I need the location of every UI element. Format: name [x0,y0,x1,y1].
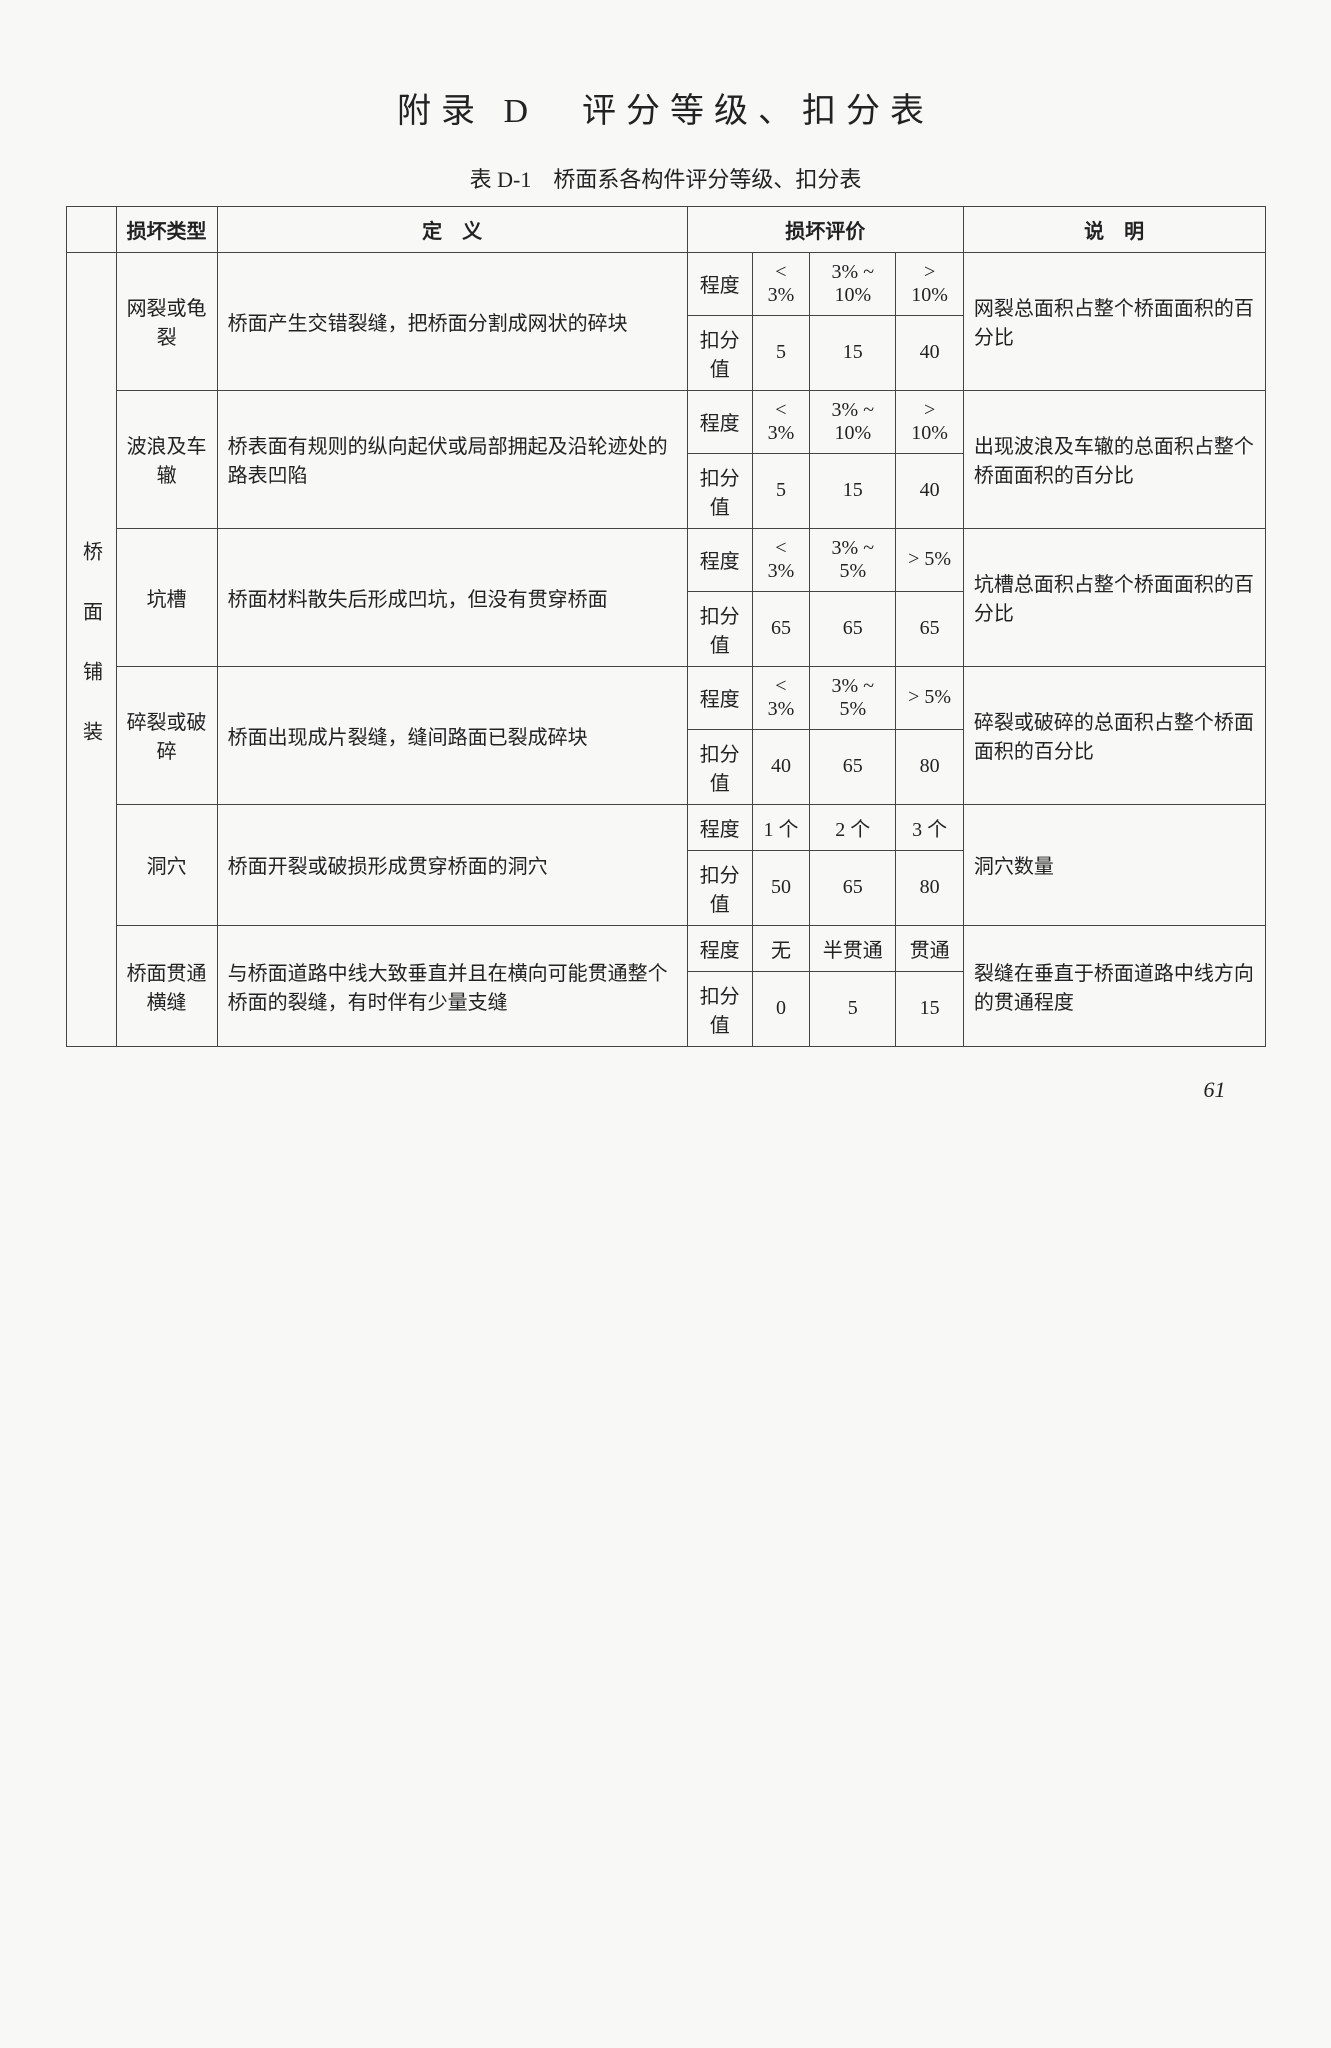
degree-cell: 3% ~ 10% [810,252,896,315]
page-title: 附录 D 评分等级、扣分表 [66,83,1266,132]
degree-cell: 3% ~ 5% [810,666,896,729]
score-cell: 40 [896,453,963,528]
degree-cell: > 10% [896,390,963,453]
score-cell: 65 [810,591,896,666]
table-row: 桥 面 铺 装网裂或龟裂桥面产生交错裂缝，把桥面分割成网状的碎块程度< 3%3%… [66,252,1265,315]
category-label: 桥 面 铺 装 [77,541,106,751]
definition-cell: 桥面材料散失后形成凹坑，但没有贯穿桥面 [217,528,687,666]
score-cell: 80 [896,850,963,925]
page-number: 61 [66,1077,1266,1103]
explain-cell: 洞穴数量 [963,804,1265,925]
explain-cell: 碎裂或破碎的总面积占整个桥面面积的百分比 [963,666,1265,804]
damage-type-cell: 桥面贯通横缝 [116,925,217,1046]
degree-label-cell: 程度 [687,925,752,971]
degree-cell: 3 个 [896,804,963,850]
degree-cell: 无 [752,925,809,971]
score-cell: 40 [752,729,809,804]
category-cell: 桥 面 铺 装 [66,252,116,1046]
header-explain: 说 明 [963,206,1265,252]
table-row: 洞穴桥面开裂或破损形成贯穿桥面的洞穴程度1 个2 个3 个洞穴数量 [66,804,1265,850]
score-label-cell: 扣分值 [687,315,752,390]
table-body: 桥 面 铺 装网裂或龟裂桥面产生交错裂缝，把桥面分割成网状的碎块程度< 3%3%… [66,252,1265,1046]
score-cell: 5 [810,971,896,1046]
degree-cell: > 5% [896,528,963,591]
score-cell: 5 [752,453,809,528]
degree-cell: 贯通 [896,925,963,971]
scoring-table: 损坏类型 定 义 损坏评价 说 明 桥 面 铺 装网裂或龟裂桥面产生交错裂缝，把… [66,206,1266,1047]
degree-cell: 3% ~ 5% [810,528,896,591]
degree-label-cell: 程度 [687,666,752,729]
score-cell: 50 [752,850,809,925]
degree-cell: 半贯通 [810,925,896,971]
damage-type-cell: 网裂或龟裂 [116,252,217,390]
score-label-cell: 扣分值 [687,729,752,804]
table-row: 波浪及车辙桥表面有规则的纵向起伏或局部拥起及沿轮迹处的路表凹陷程度< 3%3% … [66,390,1265,453]
score-cell: 65 [896,591,963,666]
header-damage-type: 损坏类型 [116,206,217,252]
score-cell: 40 [896,315,963,390]
degree-label-cell: 程度 [687,390,752,453]
degree-cell: > 5% [896,666,963,729]
score-cell: 65 [752,591,809,666]
score-cell: 5 [752,315,809,390]
score-cell: 65 [810,729,896,804]
score-cell: 0 [752,971,809,1046]
damage-type-cell: 坑槽 [116,528,217,666]
definition-cell: 桥面开裂或破损形成贯穿桥面的洞穴 [217,804,687,925]
definition-cell: 与桥面道路中线大致垂直并且在横向可能贯通整个桥面的裂缝，有时伴有少量支缝 [217,925,687,1046]
degree-cell: < 3% [752,390,809,453]
score-label-cell: 扣分值 [687,850,752,925]
score-cell: 15 [896,971,963,1046]
degree-cell: 2 个 [810,804,896,850]
damage-type-cell: 碎裂或破碎 [116,666,217,804]
degree-label-cell: 程度 [687,252,752,315]
definition-cell: 桥表面有规则的纵向起伏或局部拥起及沿轮迹处的路表凹陷 [217,390,687,528]
header-definition: 定 义 [217,206,687,252]
explain-cell: 坑槽总面积占整个桥面面积的百分比 [963,528,1265,666]
score-cell: 15 [810,315,896,390]
degree-cell: > 10% [896,252,963,315]
degree-cell: < 3% [752,252,809,315]
score-label-cell: 扣分值 [687,971,752,1046]
degree-cell: 1 个 [752,804,809,850]
definition-cell: 桥面产生交错裂缝，把桥面分割成网状的碎块 [217,252,687,390]
table-row: 碎裂或破碎桥面出现成片裂缝，缝间路面已裂成碎块程度< 3%3% ~ 5%> 5%… [66,666,1265,729]
degree-cell: < 3% [752,666,809,729]
explain-cell: 网裂总面积占整个桥面面积的百分比 [963,252,1265,390]
degree-label-cell: 程度 [687,528,752,591]
damage-type-cell: 波浪及车辙 [116,390,217,528]
score-cell: 15 [810,453,896,528]
degree-cell: 3% ~ 10% [810,390,896,453]
table-row: 桥面贯通横缝与桥面道路中线大致垂直并且在横向可能贯通整个桥面的裂缝，有时伴有少量… [66,925,1265,971]
table-head: 损坏类型 定 义 损坏评价 说 明 [66,206,1265,252]
score-label-cell: 扣分值 [687,591,752,666]
header-category [66,206,116,252]
degree-label-cell: 程度 [687,804,752,850]
score-cell: 65 [810,850,896,925]
explain-cell: 裂缝在垂直于桥面道路中线方向的贯通程度 [963,925,1265,1046]
page-container: 附录 D 评分等级、扣分表 表 D-1 桥面系各构件评分等级、扣分表 损坏类型 … [66,83,1266,1103]
damage-type-cell: 洞穴 [116,804,217,925]
score-cell: 80 [896,729,963,804]
degree-cell: < 3% [752,528,809,591]
definition-cell: 桥面出现成片裂缝，缝间路面已裂成碎块 [217,666,687,804]
table-row: 坑槽桥面材料散失后形成凹坑，但没有贯穿桥面程度< 3%3% ~ 5%> 5%坑槽… [66,528,1265,591]
table-caption: 表 D-1 桥面系各构件评分等级、扣分表 [66,162,1266,194]
header-evaluation: 损坏评价 [687,206,963,252]
score-label-cell: 扣分值 [687,453,752,528]
explain-cell: 出现波浪及车辙的总面积占整个桥面面积的百分比 [963,390,1265,528]
